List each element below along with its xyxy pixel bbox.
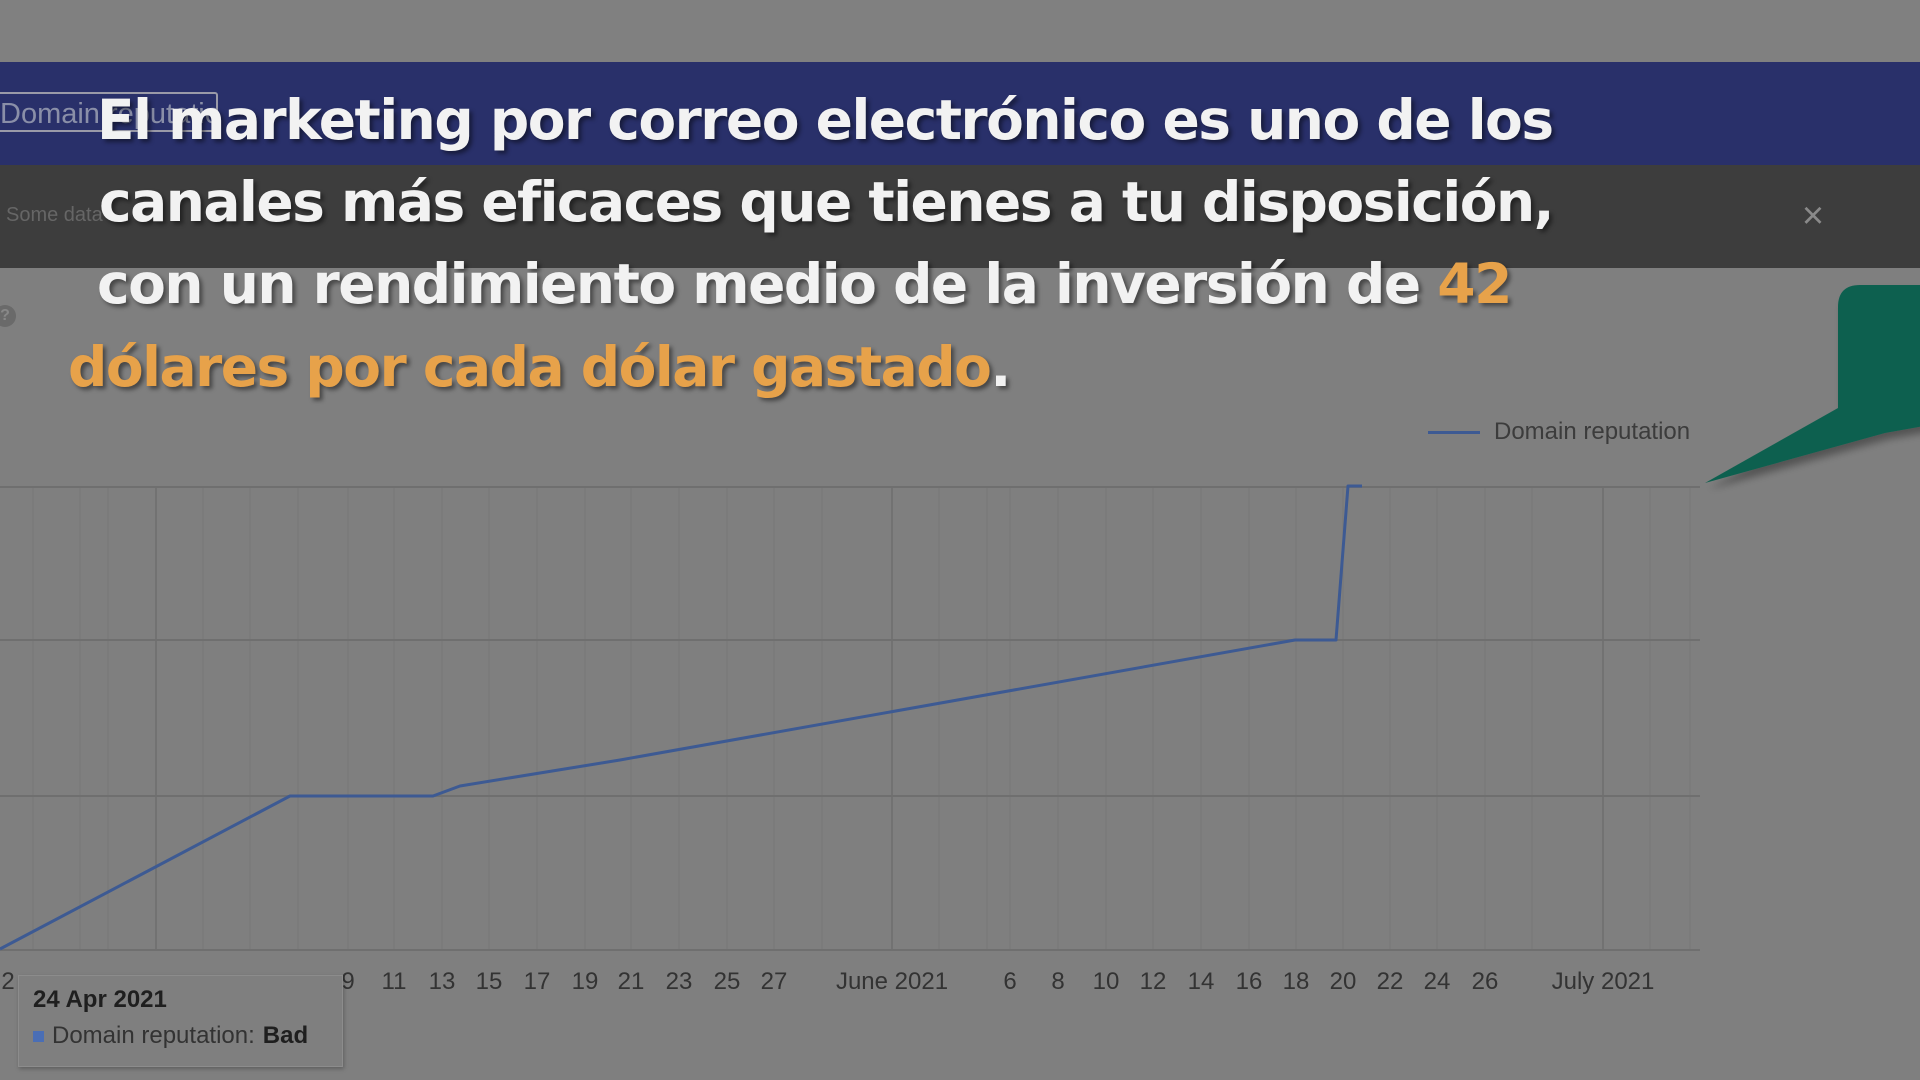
- x-tick: 12: [1139, 968, 1167, 995]
- x-tick: 19: [571, 968, 599, 995]
- domain-reputation-line[interactable]: [0, 484, 1362, 951]
- x-tick: 20: [1329, 968, 1357, 995]
- x-tick: 21: [617, 968, 645, 995]
- x-tick: 6: [1003, 968, 1017, 995]
- caption-line-2: canales más eficaces que tienes a tu dis…: [99, 170, 1555, 234]
- metric-select-dropdown[interactable]: Domain reputation ▾: [0, 92, 218, 132]
- x-tick: 13: [428, 968, 456, 995]
- x-tick: 27: [760, 968, 788, 995]
- x-tick: June 2021: [835, 968, 949, 995]
- legend-line-swatch: [1428, 430, 1480, 434]
- x-tick: 9: [341, 968, 355, 995]
- x-tick: 10: [1092, 968, 1120, 995]
- series-color-swatch: [33, 1030, 44, 1042]
- close-icon[interactable]: ×: [1801, 195, 1825, 237]
- caption-highlight-42: 42: [1437, 252, 1512, 316]
- tooltip-value: Bad: [262, 1022, 309, 1049]
- caption-line-4: dólares por cada dólar gastado.: [68, 335, 1011, 399]
- caption-line-1: El marketing por correo electrónico es u…: [97, 88, 1554, 152]
- notice-text: Some data: [6, 204, 103, 226]
- tooltip-row: Domain reputation: Bad: [33, 1022, 342, 1050]
- legend-label: Domain reputation: [1494, 418, 1691, 445]
- x-tick: 24: [1423, 968, 1451, 995]
- caption-line-3-text: con un rendimiento medio de la inversión…: [97, 252, 1438, 316]
- domain-reputation-chart: [0, 484, 1700, 951]
- x-tick: 17: [523, 968, 551, 995]
- x-axis: 2 9 11 13 15 17 19 21 23 25 27 June 2021…: [0, 968, 1920, 998]
- x-tick: 2: [1, 968, 15, 995]
- x-tick: 16: [1235, 968, 1263, 995]
- x-tick: 18: [1282, 968, 1310, 995]
- x-tick: 23: [665, 968, 693, 995]
- vertical-gridlines: [32, 487, 1691, 950]
- help-icon[interactable]: ?: [0, 305, 16, 327]
- caption-highlight-dolares: dólares por cada dólar gastado: [68, 335, 992, 399]
- tooltip-date: 24 Apr 2021: [33, 986, 167, 1013]
- x-tick: 11: [381, 968, 407, 995]
- horizontal-gridlines: [0, 486, 1700, 951]
- tooltip-series-label: Domain reputation:: [52, 1022, 255, 1049]
- x-tick: 14: [1187, 968, 1215, 995]
- x-tick: 8: [1051, 968, 1065, 995]
- caption-line-3: con un rendimiento medio de la inversión…: [97, 252, 1512, 316]
- header-bar: [0, 62, 1920, 165]
- x-tick: 25: [713, 968, 741, 995]
- caption-period: .: [990, 335, 1011, 399]
- x-tick: 15: [475, 968, 503, 995]
- notice-bar: [0, 165, 1920, 268]
- chart-tooltip: 24 Apr 2021 Domain reputation: Bad: [18, 975, 343, 1067]
- x-tick: July 2021: [1551, 968, 1655, 995]
- top-gray-strip: [0, 0, 1920, 62]
- x-tick: 26: [1471, 968, 1499, 995]
- x-tick: 22: [1376, 968, 1404, 995]
- chart-legend[interactable]: Domain reputation: [1428, 418, 1690, 446]
